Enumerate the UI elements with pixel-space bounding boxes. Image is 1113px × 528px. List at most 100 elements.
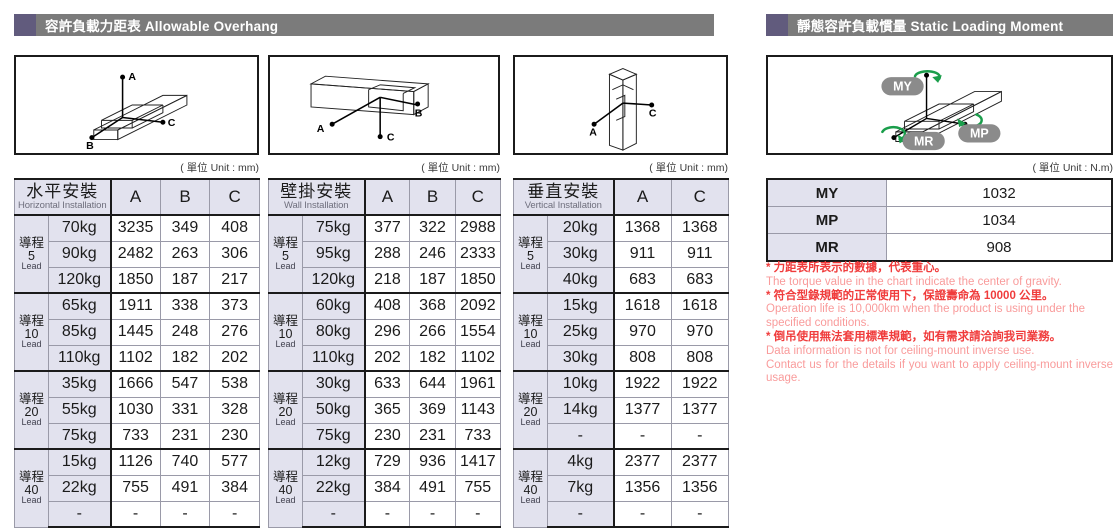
allowable-overhang-section-header: 容許負載力距表 Allowable Overhang [14, 14, 714, 36]
spec-sheet-page: 容許負載力距表 Allowable Overhang 靜態容許負載慣量 Stat… [14, 14, 1113, 528]
overhang-value-cell: 328 [209, 396, 260, 424]
overhang-value-cell: 182 [409, 344, 456, 372]
table-row: 22kg 384 491 755 [269, 474, 501, 502]
table-row: 120kg 218 187 1850 [269, 266, 501, 294]
column-header-b: B [409, 178, 456, 216]
load-value-cell: - [48, 500, 111, 528]
svg-text:MP: MP [970, 127, 989, 141]
overhang-value-cell: 1911 [109, 292, 161, 320]
overhang-value-cell: 263 [159, 240, 211, 268]
column-header-b: B [159, 178, 211, 216]
moment-row: MP 1034 [766, 206, 1113, 234]
lead-group-label: 導程 10 Lead [513, 292, 548, 372]
overhang-value-cell: 331 [159, 396, 211, 424]
load-value-cell: 90kg [48, 240, 111, 268]
overhang-value-cell: 1417 [454, 448, 501, 476]
overhang-value-cell: 373 [209, 292, 260, 320]
unit-caption-mm: ( 單位 Unit : mm) [180, 162, 259, 174]
table-row: 30kg 808 808 [514, 344, 729, 372]
table-row: 55kg 1030 331 328 [15, 396, 260, 424]
table-title-en: Wall Installation [284, 199, 349, 211]
lead-group-label: 導程 40 Lead [513, 448, 548, 528]
overhang-value-cell: 338 [159, 292, 211, 320]
moment-value-cell: 1034 [886, 206, 1113, 234]
overhang-value-cell: 202 [363, 344, 411, 372]
table-row: 導程 5 Lead 75kg 377 322 2988 [268, 214, 501, 294]
overhang-value-cell: 1961 [454, 370, 501, 398]
horizontal-installation-diagram: A C B [14, 55, 259, 155]
table-row: 25kg 970 970 [514, 318, 729, 346]
load-value-cell: 75kg [302, 214, 365, 242]
svg-text:A: A [589, 127, 597, 139]
lead-group-label: 導程 5 Lead [14, 214, 49, 294]
overhang-value-cell: 296 [363, 318, 411, 346]
allowable-overhang-title: 容許負載力距表 Allowable Overhang [45, 19, 279, 34]
table-row: 22kg 755 491 384 [15, 474, 260, 502]
footnote-line: * 力距表所表示的數據，代表重心。 [766, 262, 947, 274]
overhang-value-cell: 2092 [454, 292, 501, 320]
table-row: 導程 40 Lead 12kg 729 936 1417 [268, 448, 501, 528]
overhang-value-cell: 683 [612, 266, 672, 294]
table-title-cell: 水平安裝 Horizontal Installation [14, 178, 111, 216]
overhang-value-cell: 577 [209, 448, 260, 476]
overhang-value-cell: - [454, 500, 501, 528]
footnotes: * 力距表所表示的數據，代表重心。 The torque value in the… [766, 262, 1113, 386]
load-value-cell: 4kg [547, 448, 614, 476]
overhang-value-cell: 217 [209, 266, 260, 294]
footnote-line: * 符合型錄規範的正常使用下，保證壽命為 10000 公里。 [766, 289, 1054, 302]
overhang-value-cell: - [612, 500, 672, 528]
load-value-cell: 75kg [302, 422, 365, 450]
overhang-value-cell: 936 [409, 448, 456, 476]
lead-group-label: 導程 10 Lead [268, 292, 303, 372]
table-row: 導程 5 Lead 70kg 3235 349 408 [14, 214, 260, 294]
unit-caption-mm: ( 單位 Unit : mm) [421, 162, 500, 174]
unit-caption-nm: ( 單位 Unit : N.m) [1032, 162, 1113, 174]
static-loading-moment-diagram: MY MP MR [766, 55, 1113, 155]
overhang-value-cell: 306 [209, 240, 260, 268]
overhang-value-cell: 1126 [109, 448, 161, 476]
overhang-value-cell: 1377 [670, 396, 729, 424]
table-title-en: Horizontal Installation [17, 199, 107, 211]
load-value-cell: 120kg [302, 266, 365, 294]
overhang-value-cell: 808 [670, 344, 729, 372]
table-row: 50kg 365 369 1143 [269, 396, 501, 424]
overhang-value-cell: 384 [363, 474, 411, 502]
overhang-value-cell: 1377 [612, 396, 672, 424]
overhang-value-cell: 1618 [612, 292, 672, 320]
table-header-row: 垂直安裝 Vertical Installation A C [513, 178, 729, 216]
svg-text:C: C [387, 132, 395, 144]
overhang-value-cell: 808 [612, 344, 672, 372]
header-accent-block [14, 14, 36, 36]
overhang-value-cell: 187 [409, 266, 456, 294]
overhang-value-cell: 2333 [454, 240, 501, 268]
table-row: 導程 10 Lead 15kg 1618 1618 [513, 292, 729, 372]
overhang-value-cell: 349 [159, 214, 211, 242]
table-row: ---- [269, 500, 501, 528]
overhang-value-cell: 1554 [454, 318, 501, 346]
moment-row: MR 908 [766, 233, 1113, 262]
load-value-cell: 20kg [547, 214, 614, 242]
column-header-a: A [612, 178, 672, 216]
load-value-cell: 40kg [547, 266, 614, 294]
lead-group-label: 導程 20 Lead [14, 370, 49, 450]
overhang-value-cell: - [670, 500, 729, 528]
overhang-value-cell: 365 [363, 396, 411, 424]
column-header-c: C [209, 178, 260, 216]
overhang-value-cell: 3235 [109, 214, 161, 242]
load-value-cell: 120kg [48, 266, 111, 294]
table-row: 導程 20 Lead 35kg 1666 547 538 [14, 370, 260, 450]
load-value-cell: - [302, 500, 365, 528]
lead-group-label: 導程 10 Lead [14, 292, 49, 372]
header-accent-block [766, 14, 788, 36]
load-value-cell: 70kg [48, 214, 111, 242]
unit-caption-mm: ( 單位 Unit : mm) [649, 162, 728, 174]
overhang-value-cell: - [363, 500, 411, 528]
lead-group-label: 導程 5 Lead [513, 214, 548, 294]
overhang-value-cell: 970 [612, 318, 672, 346]
overhang-value-cell: 1922 [612, 370, 672, 398]
table-row: 110kg 202 182 1102 [269, 344, 501, 372]
overhang-value-cell: 377 [363, 214, 411, 242]
load-value-cell: 110kg [302, 344, 365, 372]
overhang-value-cell: 729 [363, 448, 411, 476]
table-row: 90kg 2482 263 306 [15, 240, 260, 268]
